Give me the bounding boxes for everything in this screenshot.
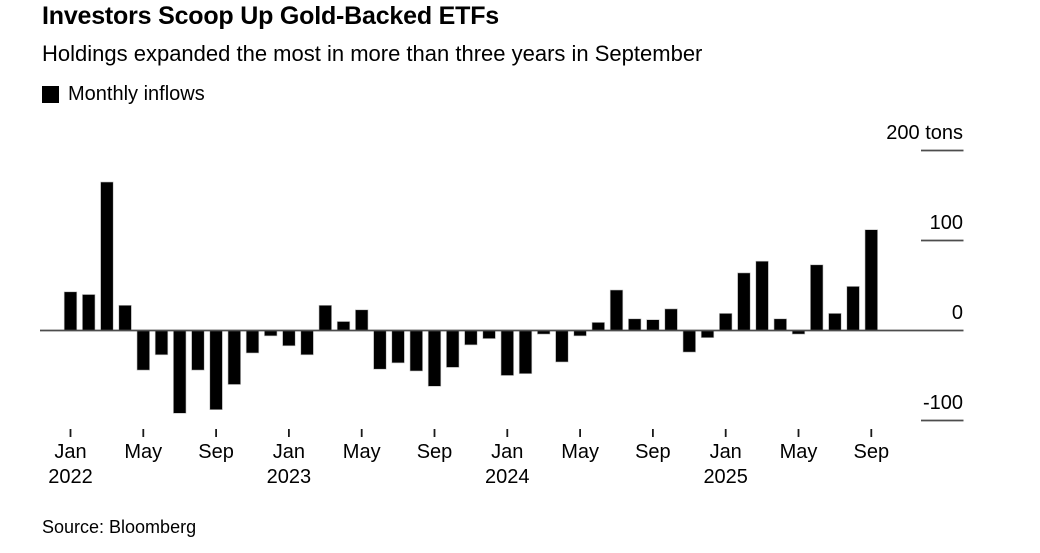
legend-label: Monthly inflows: [68, 83, 205, 105]
bar-2023-10: [446, 330, 460, 368]
bar-2023-06: [373, 330, 387, 370]
legend: Monthly inflows: [42, 83, 205, 106]
bar-2023-04: [336, 321, 351, 331]
x-axis-month-label: Sep: [198, 441, 234, 463]
y-axis-label-0: 0: [951, 302, 963, 324]
bar-2024-01: [500, 330, 514, 376]
bar-2022-11: [245, 330, 260, 354]
bar-2023-11: [464, 330, 478, 346]
x-axis-label-May: May: [751, 440, 847, 465]
x-axis-label-May: May: [95, 440, 191, 465]
bar-2022-05: [136, 330, 150, 371]
x-axis-month-label: May: [124, 441, 163, 463]
y-axis-label--100: -100: [922, 392, 963, 414]
bar-2024-10: [664, 308, 678, 331]
x-axis-month-label: May: [779, 441, 818, 463]
y-axis-label-200: 200 tons: [886, 122, 963, 144]
x-axis-label-Jan2023: Jan 2023: [241, 440, 337, 490]
x-axis-year-label: 2024: [485, 466, 530, 488]
bar-2024-11: [682, 330, 696, 353]
bar-2023-02: [300, 330, 314, 356]
source-note: Source: Bloomberg: [42, 517, 197, 537]
x-axis-year-label: 2025: [703, 466, 748, 488]
x-axis-label-Jan2024: Jan 2024: [459, 440, 555, 490]
bar-2025-08: [846, 286, 860, 331]
x-axis-month-label: Sep: [416, 441, 453, 463]
x-axis-month-label: Jan: [54, 441, 87, 463]
bar-2023-12: [482, 330, 496, 339]
y-axis-label-100: 100: [929, 212, 963, 234]
bar-2025-09: [864, 229, 878, 331]
bar-2023-03: [318, 304, 332, 331]
x-axis-month-label: Jan: [491, 441, 524, 463]
chart-subtitle: Holdings expanded the most in more than …: [42, 41, 703, 66]
x-axis-year-label: 2022: [48, 466, 93, 488]
x-axis-month-label: Sep: [853, 441, 890, 463]
bar-2023-05: [355, 309, 369, 331]
x-axis-month-label: May: [342, 441, 381, 463]
x-axis-label-Jan2025: Jan 2025: [678, 440, 774, 490]
bar-2023-08: [409, 330, 423, 372]
bar-2022-07: [173, 330, 187, 414]
bar-2023-01: [282, 330, 296, 347]
bar-2024-08: [628, 318, 642, 331]
bar-2025-06: [810, 264, 824, 331]
bar-2024-12: [700, 330, 715, 338]
x-axis-year-label: 2023: [266, 466, 312, 488]
x-axis-month-label: May: [561, 441, 599, 463]
bar-2025-02: [737, 272, 751, 331]
bar-2025-03: [755, 260, 769, 331]
bar-2022-02: [82, 294, 96, 331]
x-axis-label-May: May: [314, 440, 410, 465]
bar-2025-07: [828, 313, 842, 331]
x-axis-label-Sep: Sep: [168, 440, 264, 465]
bar-2025-01: [719, 313, 733, 331]
bar-2024-09: [646, 319, 660, 331]
bar-2024-04: [555, 330, 569, 363]
chart-title: Investors Scoop Up Gold-Backed ETFs: [42, 2, 499, 30]
bar-2022-09: [209, 330, 223, 410]
x-axis-month-label: Jan: [709, 441, 742, 463]
bar-2022-06: [154, 330, 169, 356]
bar-2023-07: [391, 330, 405, 364]
bar-2024-07: [609, 289, 624, 331]
bar-2024-06: [591, 322, 605, 331]
bar-2022-04: [118, 304, 132, 331]
bar-2023-09: [427, 330, 442, 387]
x-axis-label-Sep: Sep: [823, 440, 919, 465]
x-axis-label-Jan2022: Jan 2022: [23, 440, 119, 490]
x-axis-label-Sep: Sep: [605, 440, 701, 465]
bar-2024-02: [518, 330, 533, 375]
bar-2022-03: [100, 181, 114, 331]
x-axis-label-May: May: [532, 440, 628, 465]
x-axis-label-Sep: Sep: [387, 440, 483, 465]
x-axis-month-label: Jan: [272, 441, 306, 463]
bar-2022-08: [191, 330, 205, 371]
bar-2025-04: [773, 318, 787, 331]
legend-swatch-icon: [42, 86, 59, 103]
x-axis-month-label: Sep: [635, 441, 671, 463]
bar-2022-10: [227, 330, 241, 385]
bar-2022-01: [63, 291, 78, 331]
